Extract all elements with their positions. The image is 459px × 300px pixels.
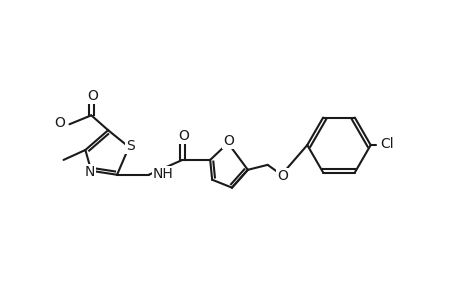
Text: O: O: [54, 116, 65, 130]
Text: N: N: [84, 165, 94, 179]
Text: O: O: [178, 129, 189, 143]
Text: O: O: [276, 169, 287, 183]
Text: O: O: [87, 88, 97, 103]
Text: O: O: [223, 134, 234, 148]
Text: S: S: [126, 139, 135, 153]
Text: Cl: Cl: [380, 137, 393, 151]
Text: NH: NH: [152, 167, 173, 181]
